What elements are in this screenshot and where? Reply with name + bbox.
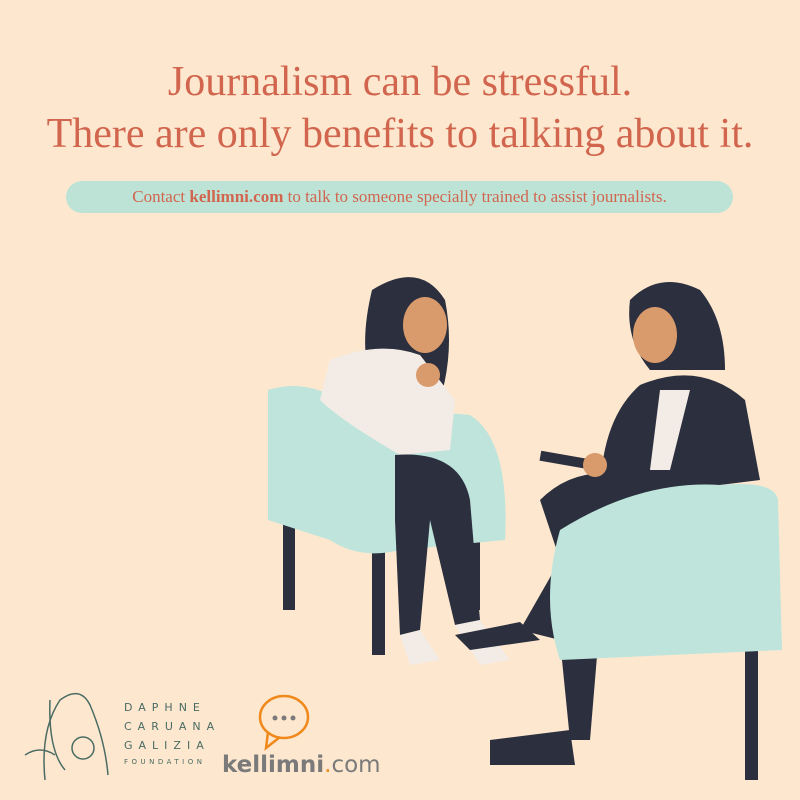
foundation-portrait-logo xyxy=(24,692,109,781)
contact-link[interactable]: kellimni.com xyxy=(189,187,284,206)
kellimni-tld: com xyxy=(331,752,381,778)
listening-woman xyxy=(320,277,510,665)
speech-bubble-icon xyxy=(258,694,310,751)
foundation-line-3: GALIZIA xyxy=(124,739,210,752)
foundation-line-2: CARUANA xyxy=(124,720,221,733)
kellimni-logo: kellimni.com xyxy=(222,752,381,778)
kellimni-dot: . xyxy=(324,752,332,778)
foundation-line-1: DAPHNE xyxy=(124,701,206,714)
contact-banner: Contact kellimni.com to talk to someone … xyxy=(66,181,733,213)
foundation-logo-text: DAPHNE CARUANA GALIZIA FOUNDATION xyxy=(124,698,220,769)
headline-line-1: Journalism can be stressful. xyxy=(167,59,633,105)
kellimni-name: kellimni xyxy=(222,752,325,778)
headline-line-2: There are only benefits to talking about… xyxy=(46,111,754,157)
right-chair xyxy=(550,484,782,780)
contact-suffix: to talk to someone specially trained to … xyxy=(287,187,667,206)
foundation-line-4: FOUNDATION xyxy=(124,758,206,766)
contact-prefix: Contact xyxy=(132,187,186,206)
